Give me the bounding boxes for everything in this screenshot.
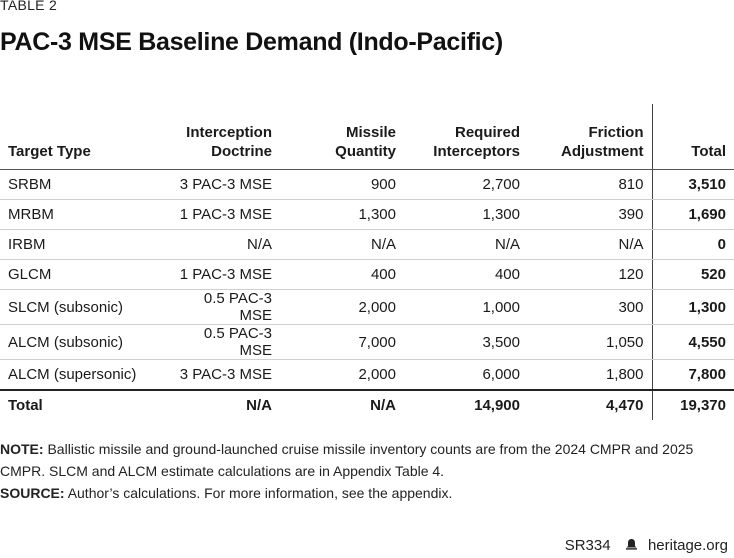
page-title: PAC-3 MSE Baseline Demand (Indo-Pacific): [0, 28, 503, 56]
column-header-line: Friction: [588, 124, 644, 141]
table-cell: 6,000: [482, 366, 520, 383]
note-text: Ballistic missile and ground-launched cr…: [0, 441, 694, 479]
table-header: Target Type Interception Doctrine Missile Qu…: [0, 104, 734, 170]
table-cell: 1,050: [520, 324, 652, 360]
table-cell: 2,700: [396, 169, 520, 200]
table-row: GLCM 1 PAC-3 MSE 400 400 120 520: [0, 259, 734, 290]
column-header-line: Target Type: [8, 143, 91, 160]
demand-table: Target Type Interception Doctrine Missile Qu…: [0, 104, 734, 420]
total-cell: 14,900: [396, 389, 520, 420]
total-row: Total N/A N/A 14,900 4,470 19,370: [0, 389, 734, 420]
column-header: Friction Adjustment: [520, 104, 652, 170]
column-header: Interception Doctrine: [170, 104, 272, 170]
table-cell: 0: [651, 229, 734, 260]
table-cell: 3 PAC-3 MSE: [179, 366, 272, 383]
footer: SR334 heritage.org: [565, 537, 728, 554]
table-cell: 1,690: [651, 199, 734, 230]
table-cell: ALCM (subsonic): [0, 324, 170, 360]
column-header-line: Interceptors: [433, 143, 520, 160]
table-cell: N/A: [520, 229, 652, 260]
table-cell: N/A: [272, 229, 396, 260]
source-line: SOURCE: Author’s calculations. For more …: [0, 482, 730, 504]
note-label: NOTE:: [0, 441, 44, 457]
table-cell: 300: [520, 289, 652, 325]
column-header-line: Total: [691, 143, 726, 160]
table-cell: MRBM: [0, 199, 170, 230]
table-cell: 120: [520, 259, 652, 290]
table-cell: 1,800: [605, 366, 644, 383]
table-cell: N/A: [170, 229, 272, 260]
table-cell: 0.5 PAC-3 MSE: [170, 324, 272, 360]
column-header-line: Missile: [345, 124, 396, 141]
source-text: Author’s calculations. For more informat…: [67, 485, 453, 501]
table-row: ALCM (subsonic) 0.5 PAC-3 MSE 7,000 3,500 1,…: [0, 324, 734, 360]
table-cell: 520: [651, 259, 734, 290]
notes-block: NOTE: Ballistic missile and ground-launc…: [0, 438, 730, 504]
table-cell: 1 PAC-3 MSE: [170, 199, 272, 230]
table-cell: 400: [396, 259, 520, 290]
table-cell: 1,300: [651, 289, 734, 325]
table-row: SLCM (subsonic) 0.5 PAC-3 MSE 2,000 1,000 30…: [0, 289, 734, 325]
column-header: Missile Quantity: [272, 104, 396, 170]
table-row: IRBM N/A N/A N/A N/A 0: [0, 229, 734, 260]
table-cell: 0.5 PAC-3 MSE: [170, 289, 272, 325]
table-cell: 4,550: [651, 324, 734, 360]
column-header: Total: [651, 104, 734, 170]
table-cell: 1 PAC-3 MSE: [170, 259, 272, 290]
table-cell: 900: [272, 169, 396, 200]
table-cell: 400: [272, 259, 396, 290]
footer-code: SR334: [564, 537, 611, 554]
table-cell: 3,510: [651, 169, 734, 200]
total-cell: 19,370: [651, 389, 734, 420]
footer-site-link[interactable]: heritage.org: [647, 537, 728, 554]
table-cell: GLCM: [0, 259, 170, 290]
column-header-line: Quantity: [335, 143, 396, 160]
table-row: MRBM 1 PAC-3 MSE 1,300 1,300 390 1,690: [0, 199, 734, 230]
table-cell: N/A: [396, 229, 520, 260]
column-header: Target Type: [0, 104, 170, 170]
total-cell: 4,470: [520, 389, 652, 420]
table-cell: 3,500: [396, 324, 520, 360]
table-cell: 810: [520, 169, 652, 200]
table-cell: 2,000: [358, 366, 396, 383]
table-cell: IRBM: [0, 229, 170, 260]
table-cell: 2,000: [272, 289, 396, 325]
note-line: NOTE: Ballistic missile and ground-launc…: [0, 438, 730, 482]
column-header-line: Required: [454, 124, 520, 141]
bell-icon: [625, 537, 638, 554]
table-cell: ALCM (supersonic): [8, 366, 137, 383]
table-row: ALCM (supersonic) 3 PAC-3 MSE 2,000 6,000 1,…: [0, 359, 734, 390]
table-cell: 390: [520, 199, 652, 230]
table-cell: 1,300: [396, 199, 520, 230]
table-label: TABLE 2: [0, 0, 58, 13]
table-cell: SLCM (subsonic): [0, 289, 170, 325]
header-row: Target Type Interception Doctrine Missile Qu…: [0, 104, 734, 170]
total-cell: Total: [0, 389, 170, 420]
table-cell: SRBM: [0, 169, 170, 200]
table-cell: 1,000: [396, 289, 520, 325]
table-cell: 1,300: [272, 199, 396, 230]
total-cell: N/A: [170, 389, 272, 420]
column-header-line: Doctrine: [211, 143, 272, 160]
table-body: SRBM 3 PAC-3 MSE 900 2,700 810 3,510 MRBM 1 PAC…: [0, 169, 734, 420]
column-header-line: Interception: [186, 124, 272, 141]
table-row: SRBM 3 PAC-3 MSE 900 2,700 810 3,510: [0, 169, 734, 200]
table-cell: 7,000: [272, 324, 396, 360]
table-cell: 7,800: [651, 359, 734, 390]
table-cell: 3 PAC-3 MSE: [170, 169, 272, 200]
column-header: Required Interceptors: [396, 104, 520, 170]
column-header-line: Adjustment: [561, 143, 644, 160]
source-label: SOURCE:: [0, 485, 65, 501]
total-cell: N/A: [272, 389, 396, 420]
